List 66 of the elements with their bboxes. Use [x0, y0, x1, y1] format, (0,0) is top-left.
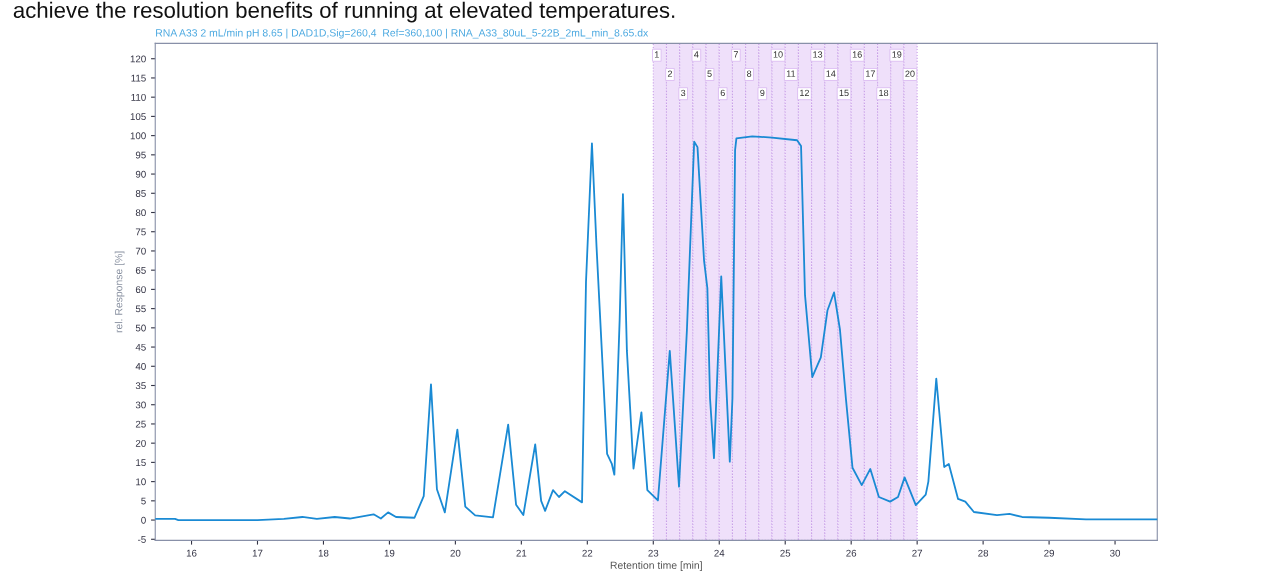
- band-label: 8: [747, 70, 752, 77]
- band-label: 1: [654, 51, 659, 58]
- y-tick-label: 25: [135, 420, 146, 428]
- band-label: 13: [813, 51, 823, 58]
- x-tick-label: 17: [252, 549, 263, 557]
- band-label: 2: [667, 70, 673, 77]
- y-tick-label: 115: [131, 74, 146, 82]
- band-label: 16: [852, 51, 862, 58]
- x-tick-label: 26: [846, 549, 857, 557]
- band-label: 4: [694, 51, 699, 58]
- y-tick-label: 95: [135, 151, 146, 159]
- x-tick-label: 18: [318, 549, 329, 557]
- y-tick-label: 60: [135, 286, 146, 294]
- x-tick-label: 19: [384, 549, 395, 557]
- band-label: 17: [866, 70, 875, 77]
- band-label: 7: [733, 51, 738, 58]
- x-tick-label: 27: [912, 549, 923, 557]
- band-label: 11: [786, 70, 796, 77]
- y-tick-label: 40: [135, 363, 146, 370]
- y-axis-title: rel. Response [%]: [114, 251, 125, 333]
- x-tick-label: 23: [648, 549, 659, 557]
- y-tick-label: 70: [135, 247, 146, 255]
- x-tick-label: 20: [450, 549, 461, 557]
- y-tick-label: 30: [135, 401, 146, 409]
- line-series: [155, 135, 1158, 521]
- y-tick-label: 45: [135, 343, 146, 351]
- band-label: 5: [707, 70, 712, 77]
- band-label: 19: [892, 51, 902, 58]
- x-tick-label: 28: [978, 549, 989, 557]
- x-tick-label: 30: [1110, 549, 1121, 557]
- y-tick-label: 100: [130, 132, 146, 140]
- band-label: 3: [681, 89, 686, 97]
- y-tick-label: 75: [135, 228, 146, 236]
- band-label: 9: [760, 89, 765, 97]
- chart-title: RNA A33 2 mL/min pH 8.65 | DAD1D,Sig=260,4 Ref=360,100 | RNA_A33_80uL_5-22B_2mL_min_8.65.dx: [156, 28, 649, 39]
- y-tick-label: 0: [141, 516, 146, 524]
- band-label: 15: [839, 89, 849, 97]
- y-tick-label: -5: [138, 536, 146, 543]
- band-label: 20: [905, 70, 915, 77]
- y-tick-label: 10: [136, 478, 146, 486]
- band-label: 10: [773, 51, 783, 58]
- x-tick-label: 22: [582, 549, 593, 557]
- y-tick-label: 5: [141, 497, 146, 505]
- y-tick-label: 110: [131, 93, 146, 101]
- y-tick-label: 55: [135, 305, 146, 313]
- x-tick-label: 24: [714, 549, 725, 557]
- y-tick-label: 120: [130, 55, 146, 63]
- y-tick-label: 20: [135, 439, 146, 447]
- band-label: 6: [720, 89, 725, 97]
- x-axis-title: Retention time [min]: [610, 561, 702, 572]
- x-tick-label: 25: [780, 549, 791, 557]
- y-tick-label: 85: [135, 190, 146, 197]
- band-label: 14: [826, 70, 836, 77]
- x-tick-label: 21: [516, 549, 527, 557]
- band-label: 18: [879, 89, 889, 97]
- band-label: 12: [800, 89, 809, 97]
- y-tick-label: 80: [135, 209, 146, 217]
- y-tick-label: 90: [135, 170, 146, 178]
- y-tick-label: 15: [136, 459, 146, 467]
- x-tick-label: 16: [186, 549, 197, 557]
- x-tick-label: 29: [1044, 549, 1055, 557]
- y-tick-label: 65: [135, 266, 146, 274]
- text: achieve the resolution benefits of running at elevated temperatures.: [13, 1, 675, 23]
- y-tick-label: 105: [130, 113, 146, 121]
- y-tick-label: 35: [135, 382, 146, 390]
- y-tick-label: 50: [135, 324, 146, 332]
